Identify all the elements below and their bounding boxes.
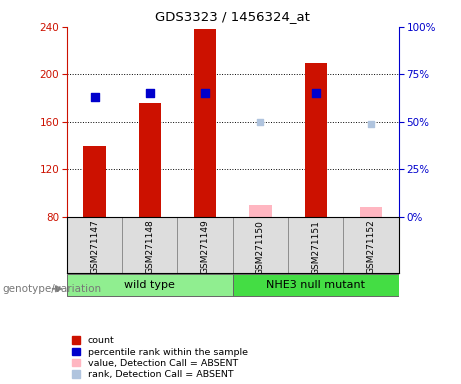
Bar	[233, 274, 399, 296]
Title: GDS3323 / 1456324_at: GDS3323 / 1456324_at	[155, 10, 310, 23]
Bar	[139, 103, 161, 217]
Text: GSM271152: GSM271152	[366, 220, 376, 275]
Bar	[83, 146, 106, 217]
Bar	[177, 217, 233, 273]
Text: GSM271151: GSM271151	[311, 220, 320, 275]
Bar	[194, 29, 216, 217]
Legend: count, percentile rank within the sample, value, Detection Call = ABSENT, rank, : count, percentile rank within the sample…	[71, 336, 248, 379]
Bar	[305, 63, 327, 217]
Point	[312, 90, 319, 96]
Point	[257, 119, 264, 125]
Point	[367, 121, 375, 127]
Point	[146, 90, 154, 96]
Bar	[67, 217, 122, 273]
Text: wild type: wild type	[124, 280, 175, 290]
Bar	[343, 217, 399, 273]
Text: GSM271150: GSM271150	[256, 220, 265, 275]
Point	[91, 94, 98, 100]
Text: genotype/variation: genotype/variation	[2, 284, 101, 294]
Text: NHE3 null mutant: NHE3 null mutant	[266, 280, 365, 290]
Bar	[67, 274, 233, 296]
Bar	[249, 205, 272, 217]
Bar	[122, 217, 177, 273]
Text: GSM271148: GSM271148	[145, 220, 154, 275]
Bar	[233, 217, 288, 273]
Text: GSM271147: GSM271147	[90, 220, 99, 275]
Bar	[360, 207, 382, 217]
Text: GSM271149: GSM271149	[201, 220, 210, 275]
Point	[201, 90, 209, 96]
Bar	[288, 217, 343, 273]
